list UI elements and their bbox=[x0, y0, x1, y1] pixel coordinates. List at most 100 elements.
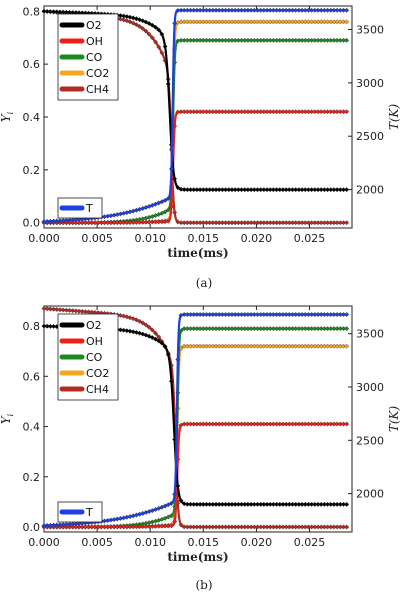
legend-label-co: CO bbox=[86, 51, 103, 64]
series-marker-ch4 bbox=[137, 318, 143, 324]
series-marker-co bbox=[162, 209, 168, 215]
series-marker-co bbox=[344, 326, 350, 332]
y-right-tick-label: 3000 bbox=[356, 77, 384, 90]
series-marker-ch4 bbox=[172, 209, 178, 215]
y-left-axis-label: Yi bbox=[0, 413, 15, 424]
x-tick-label: 0.000 bbox=[28, 536, 60, 549]
legend-label-t: T bbox=[85, 202, 93, 215]
series-marker-ch4 bbox=[159, 50, 165, 56]
series-marker-o2 bbox=[159, 340, 165, 346]
series-marker-o2 bbox=[175, 483, 181, 489]
y-right-tick-label: 2000 bbox=[356, 184, 384, 197]
x-tick-label: 0.005 bbox=[81, 536, 113, 549]
y-left-tick-label: 0.8 bbox=[23, 320, 41, 333]
x-tick-label: 0.025 bbox=[294, 536, 326, 549]
series-marker-co2 bbox=[344, 19, 350, 25]
x-axis-label: time(ms) bbox=[167, 550, 228, 564]
y-right-tick-label: 2500 bbox=[356, 130, 384, 143]
y-left-tick-label: 0.2 bbox=[23, 164, 41, 177]
series-marker-ch4 bbox=[133, 22, 139, 28]
x-tick-label: 0.015 bbox=[188, 232, 220, 245]
series-marker-ch4 bbox=[156, 44, 162, 50]
panel-caption: (b) bbox=[195, 578, 212, 592]
series-marker-o2 bbox=[159, 31, 165, 37]
x-tick-label: 0.020 bbox=[241, 232, 273, 245]
series-marker-t bbox=[172, 20, 178, 26]
legend-label-t: T bbox=[85, 506, 93, 519]
series-marker-oh bbox=[172, 123, 178, 129]
x-tick-label: 0.025 bbox=[294, 232, 326, 245]
series-marker-oh bbox=[168, 204, 174, 210]
y-right-tick-label: 2500 bbox=[356, 434, 384, 447]
legend-label-oh: OH bbox=[86, 35, 103, 48]
series-marker-o2 bbox=[165, 81, 171, 87]
legend-label-co2: CO2 bbox=[86, 67, 109, 80]
x-tick-label: 0.005 bbox=[81, 232, 113, 245]
series-marker-ch4 bbox=[146, 324, 152, 330]
y-right-tick-label: 2000 bbox=[356, 488, 384, 501]
series-marker-ch4 bbox=[143, 28, 149, 34]
panel-b: 0.000 0.005 0.010 0.015 0.020 0.025 time(ms) 0.… bbox=[0, 305, 401, 592]
y-right-tick-label: 3500 bbox=[356, 328, 384, 341]
series-marker-ch4 bbox=[140, 320, 146, 326]
series-marker-o2 bbox=[168, 378, 174, 384]
series-marker-o2 bbox=[162, 344, 168, 350]
series-marker-o2 bbox=[156, 338, 162, 344]
series-marker-ch4 bbox=[344, 524, 350, 530]
series-marker-ch4 bbox=[178, 522, 184, 528]
series-marker-ch4 bbox=[149, 35, 155, 41]
series-marker-co bbox=[165, 514, 171, 520]
series-marker-oh bbox=[165, 218, 171, 224]
series-marker-ch4 bbox=[153, 39, 158, 45]
series-marker-o2 bbox=[149, 22, 155, 28]
series-marker-oh bbox=[172, 519, 178, 524]
legend-label-oh: OH bbox=[86, 335, 103, 348]
series-marker-ch4 bbox=[130, 20, 136, 26]
series-marker-t bbox=[162, 197, 168, 203]
series-marker-o2 bbox=[175, 185, 181, 191]
y-left-tick-label: 0.0 bbox=[23, 521, 41, 534]
y-right-axis-label: T(K) bbox=[387, 406, 401, 433]
series-marker-ch4 bbox=[146, 31, 152, 37]
series-marker-co2 bbox=[344, 343, 350, 349]
series-marker-ch4 bbox=[344, 220, 350, 226]
y-left-tick-label: 0.4 bbox=[23, 421, 41, 434]
series-marker-oh bbox=[344, 421, 350, 427]
series-marker-t bbox=[344, 312, 350, 318]
series-marker-o2 bbox=[344, 187, 350, 193]
y-left-tick-label: 0.8 bbox=[23, 5, 41, 18]
series-marker-ch4 bbox=[143, 322, 149, 328]
series-marker-o2 bbox=[178, 498, 184, 504]
series-marker-co bbox=[344, 37, 350, 43]
series-marker-ch4 bbox=[153, 330, 158, 336]
x-axis-label: time(ms) bbox=[167, 246, 228, 260]
legend-label-ch4: CH4 bbox=[86, 383, 109, 396]
y-left-tick-label: 0.6 bbox=[23, 370, 41, 383]
legend-label-ch4: CH4 bbox=[86, 83, 109, 96]
y-right-axis-label: T(K) bbox=[387, 104, 401, 131]
series-marker-o2 bbox=[156, 27, 162, 33]
series-marker-ch4 bbox=[140, 26, 146, 32]
series-marker-co bbox=[178, 328, 184, 334]
series-marker-oh bbox=[344, 109, 350, 115]
legend-label-co: CO bbox=[86, 351, 103, 364]
y-left-tick-label: 0.6 bbox=[23, 58, 41, 71]
series-marker-oh bbox=[168, 523, 174, 529]
panel-caption: (a) bbox=[196, 276, 213, 290]
y-right-tick-label: 3500 bbox=[356, 23, 384, 36]
series-marker-co bbox=[168, 513, 174, 519]
x-tick-label: 0.015 bbox=[188, 536, 220, 549]
y-left-axis-label: Yi bbox=[0, 111, 15, 122]
series-marker-t bbox=[175, 357, 181, 363]
series-marker-ch4 bbox=[156, 334, 162, 340]
series-marker-t bbox=[172, 491, 178, 497]
series-marker-t bbox=[168, 166, 174, 172]
legend-label-co2: CO2 bbox=[86, 367, 109, 380]
series-marker-o2 bbox=[344, 501, 350, 507]
series-marker-ch4 bbox=[149, 327, 155, 333]
x-tick-label: 0.010 bbox=[134, 536, 166, 549]
series-marker-o2 bbox=[149, 335, 155, 341]
y-left-tick-label: 0.4 bbox=[23, 111, 41, 124]
y-left-tick-label: 0.0 bbox=[23, 217, 41, 230]
